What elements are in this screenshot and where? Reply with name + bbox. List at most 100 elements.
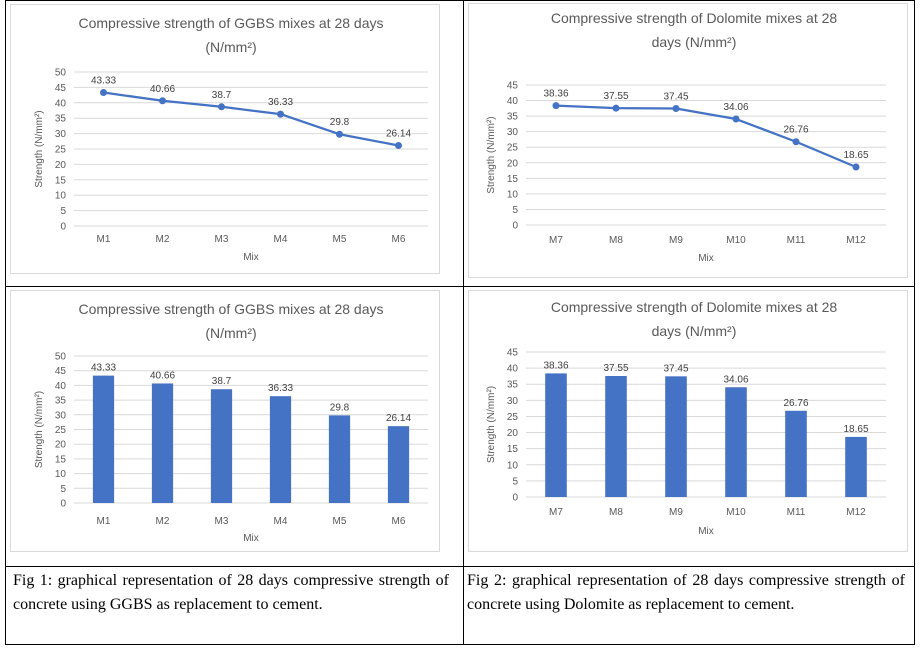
data-label: 26.76 [783,398,808,409]
data-label: 38.36 [543,360,568,371]
y-axis-label: Strength (N/mm²) [486,116,497,193]
y-tick-label: 5 [60,206,66,217]
data-point [159,97,166,105]
dolomite-line-chart: Compressive strength of Dolomite mixes a… [468,3,908,278]
data-label: 40.66 [150,84,175,95]
data-label: 29.8 [330,117,350,128]
y-tick-label: 0 [60,222,66,233]
y-tick-label: 45 [507,81,519,92]
x-tick-label: M11 [787,235,806,246]
y-tick-label: 35 [507,112,519,123]
x-tick-label: M5 [333,516,347,527]
x-tick-label: M8 [609,235,623,246]
data-label: 36.33 [268,97,293,108]
data-point [336,130,343,138]
data-label: 18.65 [843,150,868,161]
data-point [612,104,620,112]
x-tick-label: M2 [156,516,170,527]
y-tick-label: 20 [55,160,67,171]
bar [725,387,747,497]
bar [92,375,115,503]
ggbs-bar-chart: Compressive strength of GGBS mixes at 28… [10,290,440,552]
y-tick-label: 40 [507,96,519,107]
data-label: 37.55 [603,91,628,102]
chart-title: Compressive strength of GGBS mixes at 28… [78,301,383,317]
series-line [555,104,857,169]
x-tick-label: M2 [156,234,170,245]
x-tick-label: M7 [549,235,563,246]
chart-subtitle: (N/mm²) [205,325,256,341]
y-axis-label: Strength (N/mm²) [486,386,497,463]
x-tick-label: M7 [549,507,563,518]
data-label: 26.14 [386,413,411,424]
y-tick-label: 50 [55,68,67,79]
data-point [852,163,860,171]
y-tick-label: 10 [55,469,67,480]
data-point [792,138,800,146]
x-tick-label: M11 [787,507,806,518]
y-tick-label: 5 [512,476,518,487]
data-point [218,103,225,111]
table-divider-row1 [6,286,914,287]
dolomite-line-chart-svg: Compressive strength of Dolomite mixes a… [468,3,908,278]
x-tick-label: M12 [846,235,866,246]
y-tick-label: 45 [55,83,67,94]
y-tick-label: 40 [55,98,67,109]
y-tick-label: 0 [512,493,518,504]
bar [785,410,807,497]
bar [845,436,867,497]
bar [665,376,687,497]
table-divider-vertical [463,1,464,644]
x-tick-label: M3 [215,234,229,245]
y-tick-label: 30 [507,127,519,138]
x-axis-label: Mix [243,533,259,544]
y-tick-label: 0 [60,499,66,510]
y-axis-label: Strength (N/mm²) [34,110,45,187]
figure-table [5,0,915,645]
y-tick-label: 15 [507,444,519,455]
chart-title: Compressive strength of GGBS mixes at 28… [78,15,383,31]
data-label: 43.33 [91,363,116,374]
x-axis-label: Mix [698,253,714,264]
y-tick-label: 35 [55,114,67,125]
x-tick-label: M4 [274,516,288,527]
x-tick-label: M10 [726,235,746,246]
fig1-caption: Fig 1: graphical representation of 28 da… [13,572,449,613]
chart-title: Compressive strength of Dolomite mixes a… [551,10,838,26]
y-tick-label: 15 [507,174,519,185]
data-label: 38.7 [212,376,232,387]
ggbs-bar-chart-svg: Compressive strength of GGBS mixes at 28… [10,290,440,552]
y-tick-label: 10 [507,460,519,471]
x-tick-label: M3 [215,516,229,527]
data-point [672,104,680,112]
y-tick-label: 5 [60,484,66,495]
x-tick-label: M4 [274,234,288,245]
data-label: 38.36 [543,89,568,100]
bar [151,383,174,503]
series-line [103,91,399,147]
table-divider-row2 [6,566,914,567]
bar [545,373,567,497]
data-label: 40.66 [150,370,175,381]
dolomite-bar-chart: Compressive strength of Dolomite mixes a… [468,290,908,552]
bar [269,396,292,503]
data-label: 36.33 [268,383,293,394]
x-tick-label: M9 [669,235,683,246]
y-tick-label: 40 [507,364,519,375]
data-label: 43.33 [91,76,116,87]
y-tick-label: 25 [55,425,67,436]
dolomite-bar-chart-svg: Compressive strength of Dolomite mixes a… [468,290,908,552]
bar [328,415,351,503]
fig2-caption: Fig 2: graphical representation of 28 da… [467,572,905,613]
data-label: 34.06 [723,374,748,385]
y-tick-label: 15 [55,175,67,186]
y-tick-label: 20 [55,440,67,451]
y-tick-label: 45 [507,348,519,359]
ggbs-line-chart: Compressive strength of GGBS mixes at 28… [10,4,440,274]
y-tick-label: 10 [55,191,67,202]
y-tick-label: 50 [55,352,67,363]
y-tick-label: 30 [507,396,519,407]
data-label: 38.7 [212,90,232,101]
x-tick-label: M8 [609,507,623,518]
ggbs-line-chart-svg: Compressive strength of GGBS mixes at 28… [10,4,440,274]
